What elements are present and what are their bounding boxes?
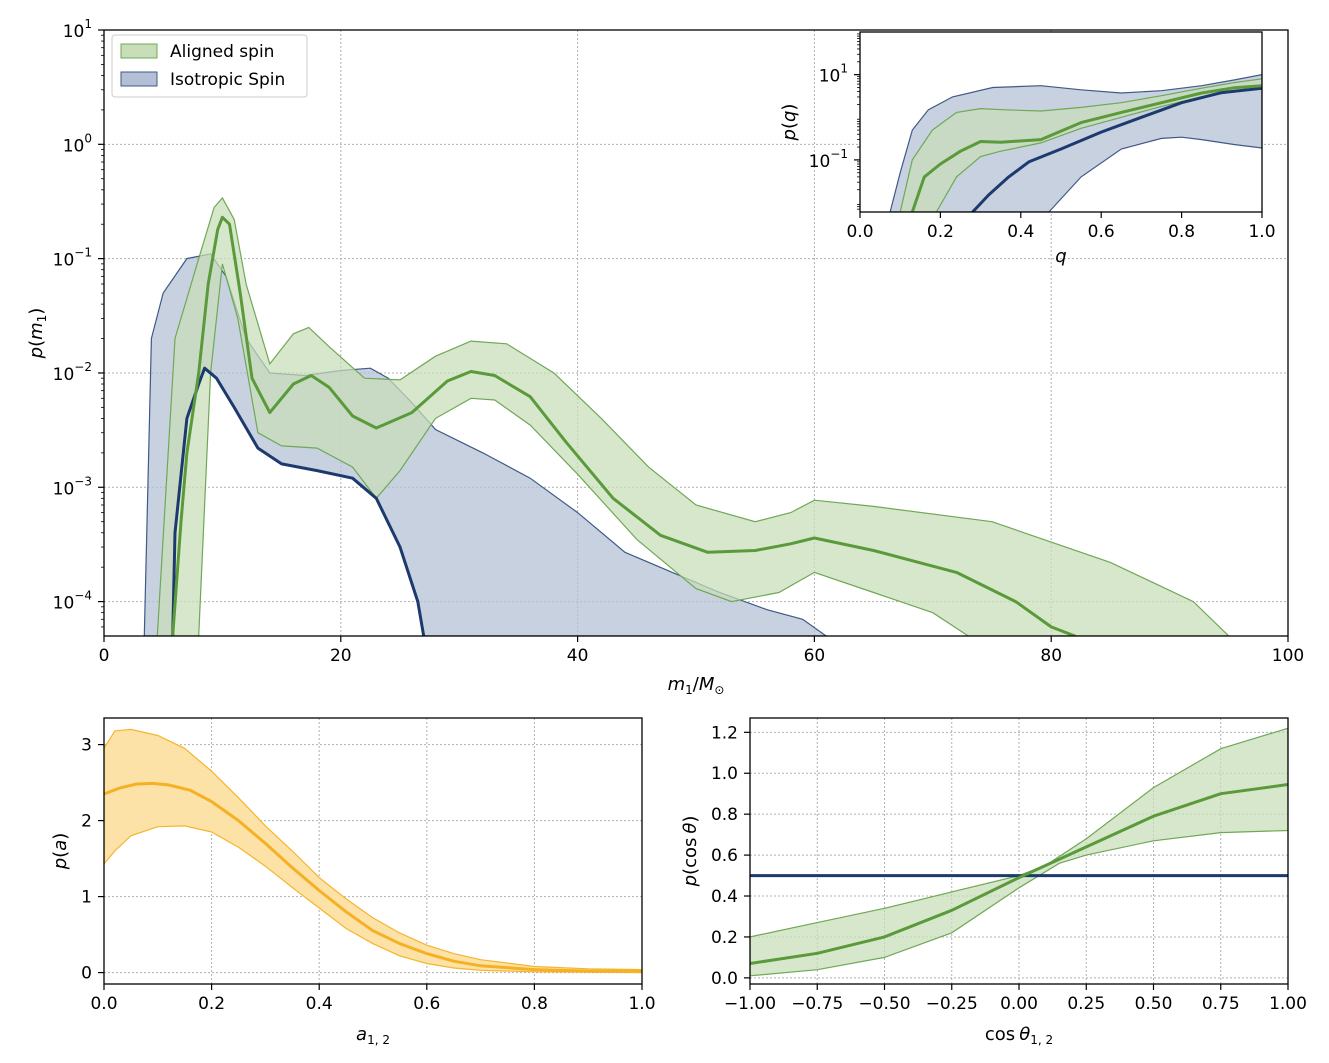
- q-x-label: q: [1055, 246, 1066, 267]
- spin_mag-x-tick-label: 1.0: [628, 994, 655, 1014]
- spin_tilt-x-tick-label: −0.75: [791, 994, 843, 1014]
- cos-bands: [750, 727, 1288, 977]
- spin_tilt-x-tick-label: −0.50: [858, 994, 910, 1014]
- spin-tilt-panel: −1.00 −0.75 −0.50 −0.25 0.00 0.25 0.50 0.75 1.00…: [680, 717, 1307, 1047]
- spin_tilt-x-tick-label: 1.00: [1269, 994, 1307, 1014]
- mass-x-ticks: 0 20 40 60 80 100: [99, 636, 1304, 666]
- mass-x-label: m1/M⊙: [668, 674, 725, 697]
- legend-label-aligned: Aligned spin: [170, 42, 274, 62]
- q-band-aligned-spin: [899, 78, 1262, 212]
- spin_mag-y-tick-label: 1: [81, 888, 92, 908]
- a-x-label: a1, 2: [356, 1024, 390, 1047]
- a-axes-frame: [103, 717, 643, 985]
- spin_mag-x-tick-label: 0.2: [198, 994, 225, 1014]
- mass-y-tick-label: 10−2: [53, 360, 92, 385]
- legend-swatch-aligned: [120, 43, 158, 59]
- spin_tilt-y-tick-label: 0.0: [711, 969, 738, 989]
- q-axes-frame: [859, 31, 1263, 213]
- a-bands: [104, 728, 642, 974]
- q-x-tick-label: 0.2: [927, 222, 954, 242]
- a-x-ticks: 0.0 0.2 0.4 0.6 0.8 1.0: [90, 984, 656, 1014]
- spin_tilt-x-tick-label: 0.75: [1202, 994, 1240, 1014]
- cos-x-ticks: −1.00 −0.75 −0.50 −0.25 0.00 0.25 0.50 0.75 1.00: [724, 984, 1307, 1014]
- spin_tilt-band-aligned-spin: [750, 727, 1288, 977]
- legend-box: [111, 34, 308, 98]
- mass-y-tick-label: 100: [63, 131, 92, 156]
- q-median-isotropic-spin: [971, 86, 1262, 212]
- mass-x-tick-label: 0: [99, 646, 110, 666]
- spin_tilt-x-tick-label: 0.50: [1135, 994, 1173, 1014]
- mass-x-tick-label: 80: [1040, 646, 1062, 666]
- q-y-tick-label: 101: [819, 62, 848, 87]
- q-x-tick-label: 0.4: [1007, 222, 1034, 242]
- spin_mag-band-spin-magnitude: [104, 728, 642, 974]
- spin_mag-x-tick-label: 0.8: [521, 994, 548, 1014]
- spin_tilt-x-tick-label: 0.00: [1000, 994, 1038, 1014]
- mass-x-tick-label: 100: [1272, 646, 1304, 666]
- a-y-label: p(a): [50, 833, 71, 871]
- q-median-aligned-spin: [910, 84, 1262, 212]
- mass-median-lines: [171, 215, 1077, 636]
- spin_tilt-y-tick-label: 0.6: [711, 846, 738, 866]
- cos-y-label: p(cosθ): [680, 816, 701, 888]
- cos-median-lines: [750, 783, 1288, 965]
- mass-panel: 0 20 40 60 80 100 101 100 10−1 10−2 10−3 10−4 m1/M…: [26, 17, 1304, 697]
- q-y-ticks: 101 10−1: [809, 33, 860, 210]
- spin_tilt-y-tick-label: 0.2: [711, 928, 738, 948]
- mass-x-tick-label: 60: [804, 646, 826, 666]
- q-x-tick-label: 0.6: [1088, 222, 1115, 242]
- a-median-lines: [104, 781, 642, 973]
- cos-y-ticks: 0.0 0.2 0.4 0.6 0.8 1.0 1.2: [711, 723, 750, 989]
- spin_tilt-y-tick-label: 1.2: [711, 723, 738, 743]
- spin_mag-x-tick-label: 0.0: [90, 994, 117, 1014]
- spin_tilt-x-tick-label: 0.25: [1067, 994, 1105, 1014]
- spin_mag-y-tick-label: 3: [81, 736, 92, 756]
- mass-y-tick-label: 10−3: [53, 474, 92, 499]
- mass-x-tick-label: 40: [567, 646, 589, 666]
- a-y-ticks: 0 1 2 3: [81, 736, 104, 984]
- spin_tilt-y-tick-label: 0.8: [711, 805, 738, 825]
- spin_mag-x-tick-label: 0.4: [306, 994, 333, 1014]
- legend: Aligned spin Isotropic Spin: [111, 34, 308, 98]
- mass-band-aligned-spin: [156, 196, 1230, 636]
- legend-label-isotropic: Isotropic Spin: [170, 70, 285, 90]
- legend-swatch-isotropic: [120, 71, 158, 87]
- q-x-tick-label: 0.0: [846, 222, 873, 242]
- mass-y-ticks: 101 100 10−1 10−2 10−3 10−4: [53, 17, 104, 628]
- spin_mag-y-tick-label: 2: [81, 812, 92, 832]
- q-y-label: p(q): [779, 104, 800, 142]
- spin_tilt-median-aligned-spin: [750, 783, 1288, 965]
- spin_tilt-y-tick-label: 1.0: [711, 764, 738, 784]
- mass-y-tick-label: 101: [63, 17, 92, 42]
- mass-median-aligned-spin: [171, 215, 1077, 636]
- q-y-tick-label: 10−1: [809, 147, 848, 172]
- spin_mag-x-tick-label: 0.6: [413, 994, 440, 1014]
- spin_mag-median-spin-magnitude: [104, 781, 642, 973]
- q-median-lines: [910, 84, 1262, 212]
- mass-median-isotropic-spin: [171, 366, 426, 636]
- spin-magnitude-panel: 0.0 0.2 0.4 0.6 0.8 1.0 0 1 2 3 a1, 2 p(a): [50, 717, 656, 1047]
- spin_tilt-x-tick-label: −0.25: [926, 994, 978, 1014]
- q-x-tick-label: 0.8: [1168, 222, 1195, 242]
- mass-y-tick-label: 10−4: [53, 589, 92, 614]
- spin_mag-y-tick-label: 0: [81, 964, 92, 984]
- q-x-ticks: 0.0 0.2 0.4 0.6 0.8 1.0: [846, 212, 1276, 242]
- mass-x-tick-label: 20: [330, 646, 352, 666]
- mass-axes-frame: [103, 29, 1289, 637]
- spin_tilt-x-tick-label: −1.00: [724, 994, 776, 1014]
- q-inset-panel: 0.0 0.2 0.4 0.6 0.8 1.0 101 10−1 q p(q): [779, 31, 1276, 267]
- cos-x-label: cos θ1, 2: [985, 1024, 1053, 1047]
- mass-y-tick-label: 10−1: [53, 246, 92, 271]
- mass-y-label: p(m1): [26, 308, 49, 360]
- spin_tilt-y-tick-label: 0.4: [711, 887, 738, 907]
- q-x-tick-label: 1.0: [1248, 222, 1275, 242]
